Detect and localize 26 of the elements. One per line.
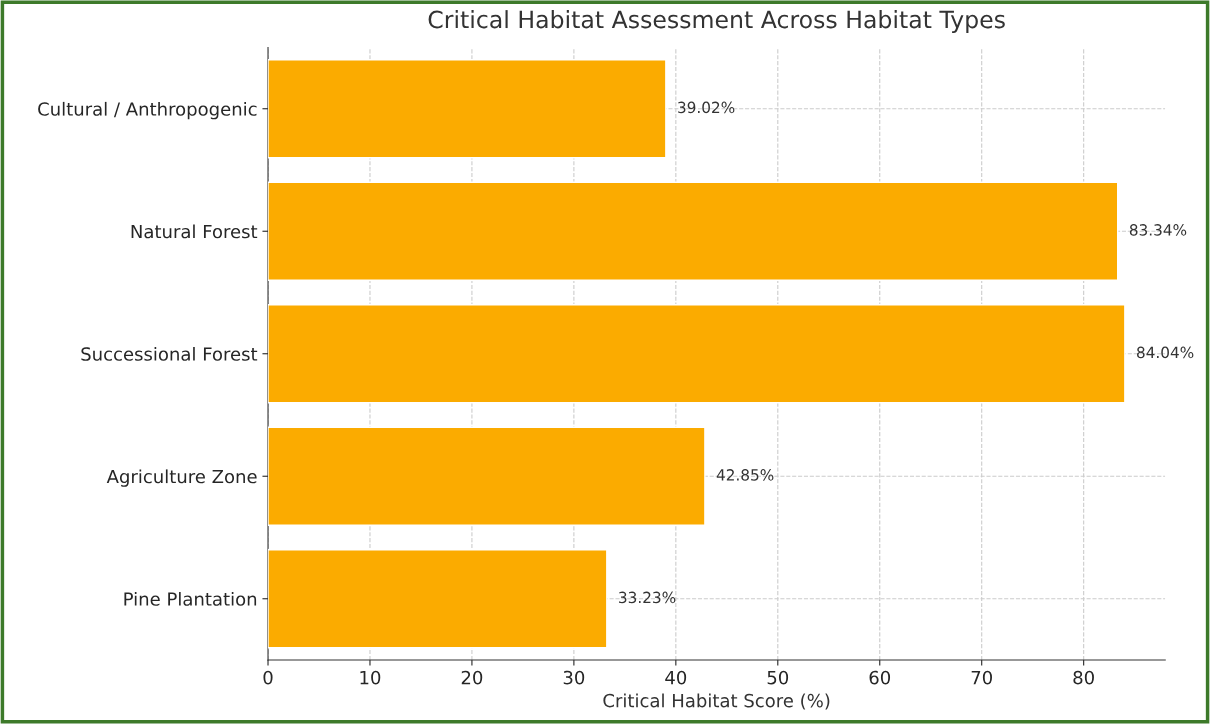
x-tick-label: 0 [263, 670, 273, 685]
bar [268, 426, 706, 526]
x-tick-label: 70 [971, 670, 992, 685]
x-tick-label: 60 [869, 670, 891, 685]
x-tick-label: 10 [360, 670, 381, 685]
x-axis-title: Critical Habitat Score (%) [603, 693, 830, 710]
bar [268, 304, 1126, 404]
data-label: 33.23% [619, 591, 676, 604]
y-tick-label: Successional Forest [81, 346, 258, 361]
bar [268, 181, 1119, 281]
x-tick-label: 30 [563, 670, 585, 685]
x-tick-label: 50 [767, 670, 789, 685]
data-label: 83.34% [1129, 224, 1187, 236]
x-tick-label: 20 [461, 670, 483, 685]
data-label: 39.02% [678, 101, 735, 114]
x-tick-label: 80 [1073, 670, 1094, 685]
data-label: 84.04% [1137, 346, 1194, 359]
bar [268, 59, 667, 159]
y-tick-label: Natural Forest [131, 224, 258, 239]
y-tick-label: Cultural / Anthropogenic [38, 101, 257, 120]
bar [268, 549, 608, 649]
y-tick-label: Pine Plantation [124, 591, 257, 606]
chart-title: Critical Habitat Assessment Across Habitat Types [428, 10, 1005, 33]
y-tick-label: Agriculture Zone [106, 469, 257, 487]
data-label: 42.85% [716, 469, 774, 481]
x-tick-label: 40 [665, 670, 687, 685]
